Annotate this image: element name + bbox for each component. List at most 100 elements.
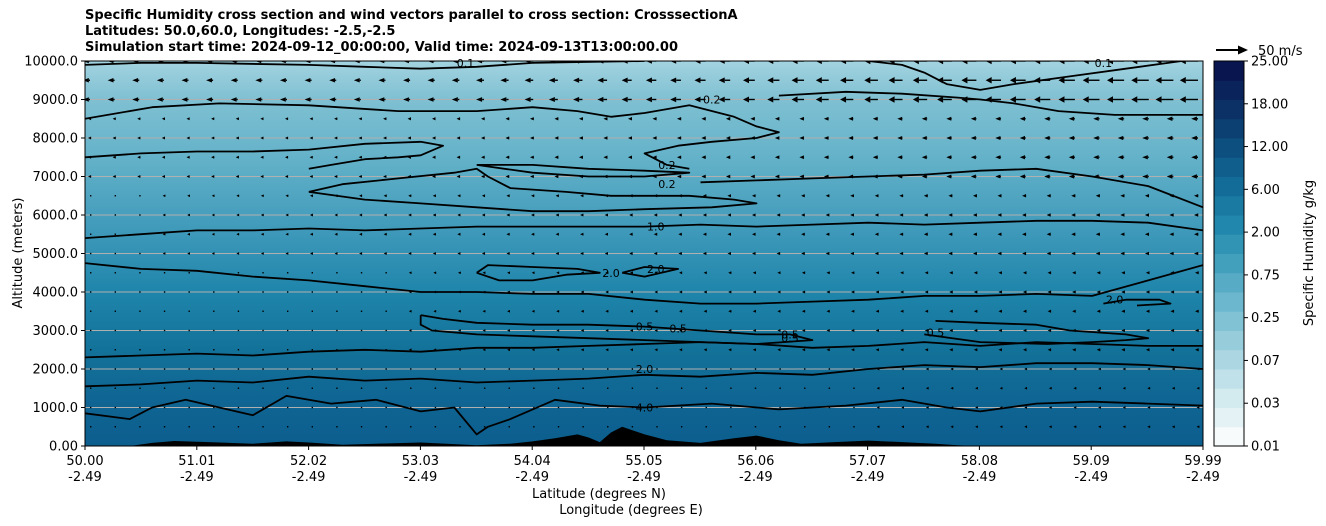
wind-vector-head [1095, 251, 1100, 256]
wind-vector-head [1170, 309, 1175, 313]
wind-vector-head [774, 136, 780, 140]
wind-vector-head [531, 309, 535, 313]
wind-vector [286, 387, 289, 389]
colorbar-frame [1213, 60, 1245, 447]
wind-vector [853, 387, 855, 389]
wind-vector-head [676, 174, 682, 179]
wind-vector-head [1166, 116, 1173, 121]
wind-vector-head [458, 290, 461, 294]
wind-vector-head [85, 61, 89, 64]
wind-vector-head [948, 251, 953, 256]
wind-vector-head [481, 232, 486, 236]
wind-vector [705, 426, 707, 428]
wind-vector-head [629, 348, 633, 352]
contour-line [308, 167, 758, 213]
wind-vector [213, 272, 215, 274]
colorbar-segment [1214, 388, 1244, 408]
wind-vector [311, 310, 313, 312]
wind-vector-head [597, 96, 604, 103]
wind-vector [360, 406, 363, 409]
wind-vector-head [605, 348, 609, 352]
contour-label: 0.2 [703, 94, 721, 107]
wind-vector [188, 349, 190, 351]
wind-vector-head [727, 251, 731, 256]
wind-vector-head [897, 136, 903, 140]
wind-vector-head [998, 290, 1002, 294]
wind-vector-head [554, 155, 559, 159]
wind-vector-head [1072, 348, 1076, 352]
wind-vector-head [1048, 367, 1052, 371]
wind-vector-head [1121, 309, 1125, 313]
wind-vector-head [236, 194, 240, 198]
wind-vector-head [578, 117, 583, 121]
wind-vector-head [1073, 386, 1077, 390]
wind-vector-head [137, 175, 141, 178]
wind-vector-head [702, 251, 707, 256]
wind-vector-head [1194, 232, 1199, 237]
wind-vector-head [678, 194, 682, 198]
wind-vector-head [353, 61, 360, 64]
wind-vector-head [107, 78, 114, 83]
wind-vector [434, 368, 437, 370]
wind-vector-head [801, 309, 806, 313]
wind-vector-head [556, 329, 560, 332]
wind-vector-head [872, 174, 878, 179]
wind-vector-head [458, 271, 461, 275]
wind-vector [237, 291, 240, 293]
wind-vector-head [791, 61, 798, 65]
wind-vector-head [161, 136, 165, 140]
wind-vector-head [260, 175, 264, 178]
x-tick-label-lat: 54.04 [514, 454, 551, 469]
wind-vector-head [235, 175, 239, 178]
wind-vector [262, 272, 264, 274]
wind-vector-head [507, 290, 510, 294]
wind-vector-head [531, 194, 535, 198]
wind-vector-head [187, 213, 190, 217]
x-tick-label-lon: -2.49 [515, 470, 549, 485]
wind-vector [754, 368, 757, 370]
wind-vector-head [621, 77, 628, 83]
wind-vector-head [1047, 309, 1052, 313]
wind-vector-head [799, 116, 804, 121]
wind-vector [434, 387, 437, 389]
wind-vector-head [718, 61, 725, 64]
wind-vector-head [284, 117, 289, 121]
wind-vector-head [408, 309, 412, 313]
wind-vector-head [621, 96, 628, 103]
wind-vector-head [897, 116, 903, 121]
wind-vector-head [1019, 116, 1026, 121]
wind-vector [336, 291, 338, 293]
wind-vector-head [260, 155, 264, 159]
wind-vector-head [777, 348, 781, 352]
contour-line [1103, 298, 1172, 307]
wind-vector-head [823, 174, 829, 179]
wind-vector-head [1068, 116, 1075, 121]
wind-vector [213, 368, 215, 370]
wind-vector-head [605, 309, 609, 313]
wind-vector-head [481, 174, 485, 179]
contour-line [778, 90, 1203, 116]
wind-vector-head [531, 271, 535, 275]
wind-vector [410, 387, 412, 389]
wind-vector-head [1022, 194, 1027, 198]
wind-vector-head [482, 309, 486, 313]
wind-vector-head [161, 175, 165, 178]
wind-vector [237, 329, 240, 332]
y-tick-label: 2000.0 [33, 363, 79, 378]
wind-vector [828, 426, 831, 428]
wind-vector [385, 349, 387, 351]
wind-vector-head [997, 194, 1002, 198]
wind-vector [557, 387, 560, 389]
wind-vector [336, 406, 338, 409]
wind-vector-head [925, 425, 929, 429]
wind-vector [114, 329, 117, 332]
wind-vector-head [777, 328, 781, 333]
wind-vector-head [1120, 251, 1125, 256]
wind-vector [188, 329, 190, 332]
wind-vector [163, 272, 166, 274]
wind-vector-head [799, 155, 804, 160]
wind-vector-head [899, 194, 904, 198]
wind-vector [804, 426, 806, 428]
wind-vector-head [703, 290, 707, 294]
wind-vector-head [1147, 406, 1151, 409]
